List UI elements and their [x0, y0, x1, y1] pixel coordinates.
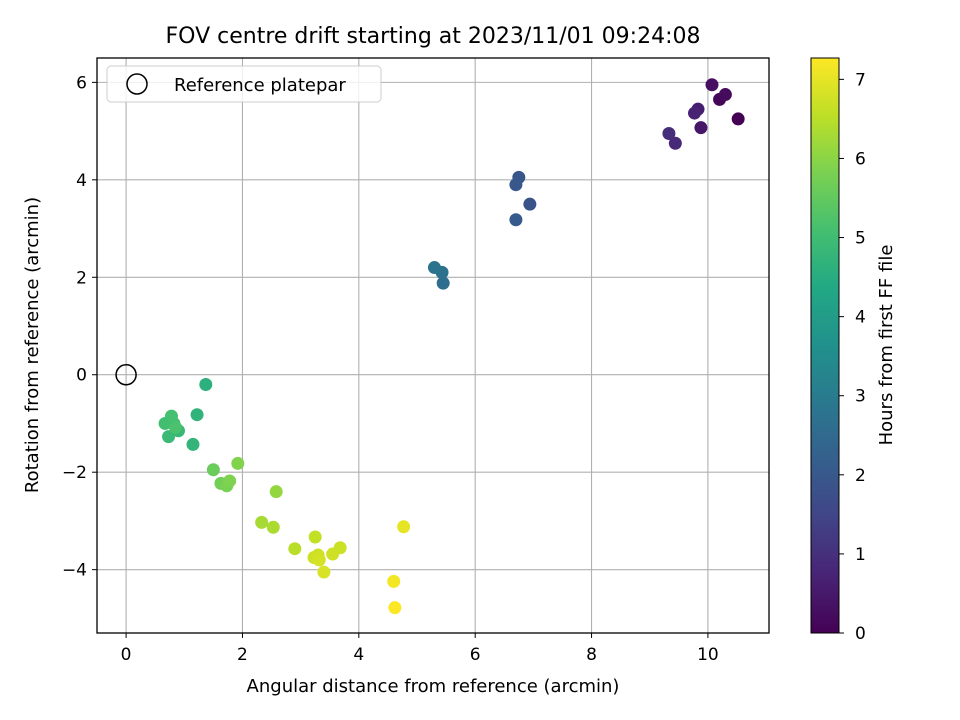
data-point [317, 565, 331, 579]
legend: Reference platepar [106, 65, 382, 103]
data-point [662, 127, 676, 141]
data-point [186, 437, 200, 451]
colorbar-ticks: 0 1 2 3 4 5 6 7 [839, 70, 866, 644]
legend-label-reference: Reference platepar [174, 75, 346, 96]
data-point [312, 553, 326, 567]
y-tick-label: −2 [62, 463, 87, 483]
data-point [206, 463, 220, 477]
y-axis-label: Rotation from reference (arcmin) [22, 197, 43, 493]
colorbar-gradient [810, 57, 840, 634]
data-point [308, 530, 322, 544]
data-point [333, 541, 347, 555]
x-tick-label: 10 [697, 645, 719, 665]
colorbar-tick-label: 1 [855, 545, 866, 565]
data-point [397, 520, 411, 534]
data-point [688, 106, 702, 120]
legend-marker-reference [126, 73, 148, 95]
data-point [288, 542, 302, 556]
reference-platepar-marker [115, 363, 137, 386]
y-tick-label: 6 [76, 73, 87, 93]
data-point [231, 456, 245, 470]
data-point [266, 520, 280, 534]
data-point [169, 420, 183, 434]
data-point [199, 377, 213, 391]
colorbar-tick-label: 6 [855, 149, 866, 169]
plot-frame [96, 57, 770, 634]
y-tick-label: 2 [76, 268, 87, 288]
data-point [694, 121, 708, 135]
x-axis-label: Angular distance from reference (arcmin) [247, 676, 620, 697]
data-point [436, 276, 450, 290]
data-point [509, 178, 523, 192]
colorbar-tick-label: 0 [855, 624, 866, 644]
data-point [668, 136, 682, 150]
x-tick-label: 4 [353, 645, 364, 665]
colorbar-label: Hours from first FF file [876, 245, 897, 446]
x-tick-label: 8 [586, 645, 597, 665]
y-tick-label: 0 [76, 366, 87, 386]
chart-title: FOV centre drift starting at 2023/11/01 … [166, 24, 701, 49]
x-tick-label: 6 [470, 645, 481, 665]
data-point [427, 261, 441, 275]
data-point [705, 78, 719, 92]
data-point [718, 88, 732, 102]
data-point [162, 430, 176, 444]
data-point [164, 409, 178, 423]
data-point [387, 574, 401, 588]
y-tick-label: 4 [76, 171, 87, 191]
data-point [255, 515, 269, 529]
data-point [731, 112, 745, 126]
colorbar-tick-label: 5 [855, 229, 866, 249]
grid-lines [97, 58, 769, 633]
legend-box [106, 65, 382, 103]
data-point [190, 408, 204, 422]
data-point [509, 213, 523, 227]
data-point [523, 197, 537, 211]
x-tick-label: 2 [237, 645, 248, 665]
colorbar-tick-label: 4 [855, 308, 866, 328]
colorbar-tick-label: 7 [855, 70, 866, 90]
y-tick-label: −4 [62, 561, 87, 581]
data-point [269, 485, 283, 499]
x-axis-ticks: 0 2 4 6 8 10 [121, 633, 719, 665]
colorbar-tick-label: 3 [855, 387, 866, 407]
data-points [115, 78, 745, 615]
data-point [388, 601, 402, 615]
colorbar-tick-label: 2 [855, 466, 866, 486]
x-tick-label: 0 [121, 645, 132, 665]
data-point [223, 474, 237, 488]
y-axis-ticks: −4 −2 0 2 4 6 [62, 73, 97, 581]
colorbar: 0 1 2 3 4 5 6 7 Hours from first FF file [810, 57, 897, 644]
